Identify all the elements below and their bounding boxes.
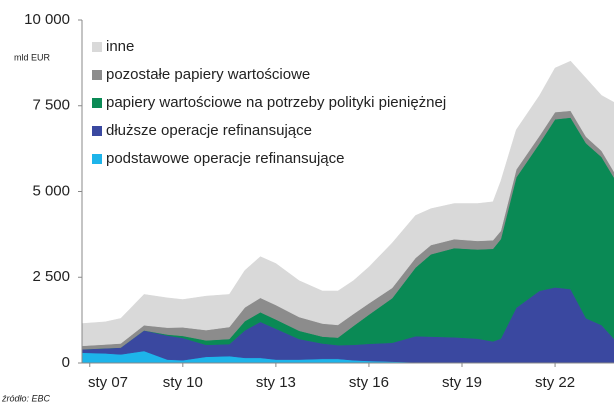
x-tick-label: sty 07 <box>88 374 128 391</box>
legend-label: inne <box>106 38 134 55</box>
y-tick-label: 2 500 <box>32 268 70 285</box>
legend-swatch <box>92 98 102 108</box>
legend-label: pozostałe papiery wartościowe <box>106 66 310 83</box>
legend-swatch <box>92 126 102 136</box>
legend-label: dłuższe operacje refinansujące <box>106 122 312 139</box>
y-tick-label: 7 500 <box>32 97 70 114</box>
y-tick-label: 10 000 <box>24 11 70 28</box>
area <box>81 60 614 347</box>
legend-swatch <box>92 154 102 164</box>
y-tick-label: 0 <box>62 354 70 371</box>
x-tick-label: sty 13 <box>256 374 296 391</box>
legend-swatch <box>92 42 102 52</box>
x-tick-label: sty 22 <box>535 374 575 391</box>
source-note: źródło: EBC <box>1 393 51 403</box>
x-tick-label: sty 10 <box>163 374 203 391</box>
x-tick-label: sty 16 <box>349 374 389 391</box>
legend-label: podstawowe operacje refinansujące <box>106 150 344 167</box>
y-tick-label: 5 000 <box>32 182 70 199</box>
x-tick-label: sty 19 <box>442 374 482 391</box>
legend-swatch <box>92 70 102 80</box>
y-unit-label: mld EUR <box>14 52 51 62</box>
legend-label: papiery wartościowe na potrzeby polityki… <box>106 94 446 111</box>
